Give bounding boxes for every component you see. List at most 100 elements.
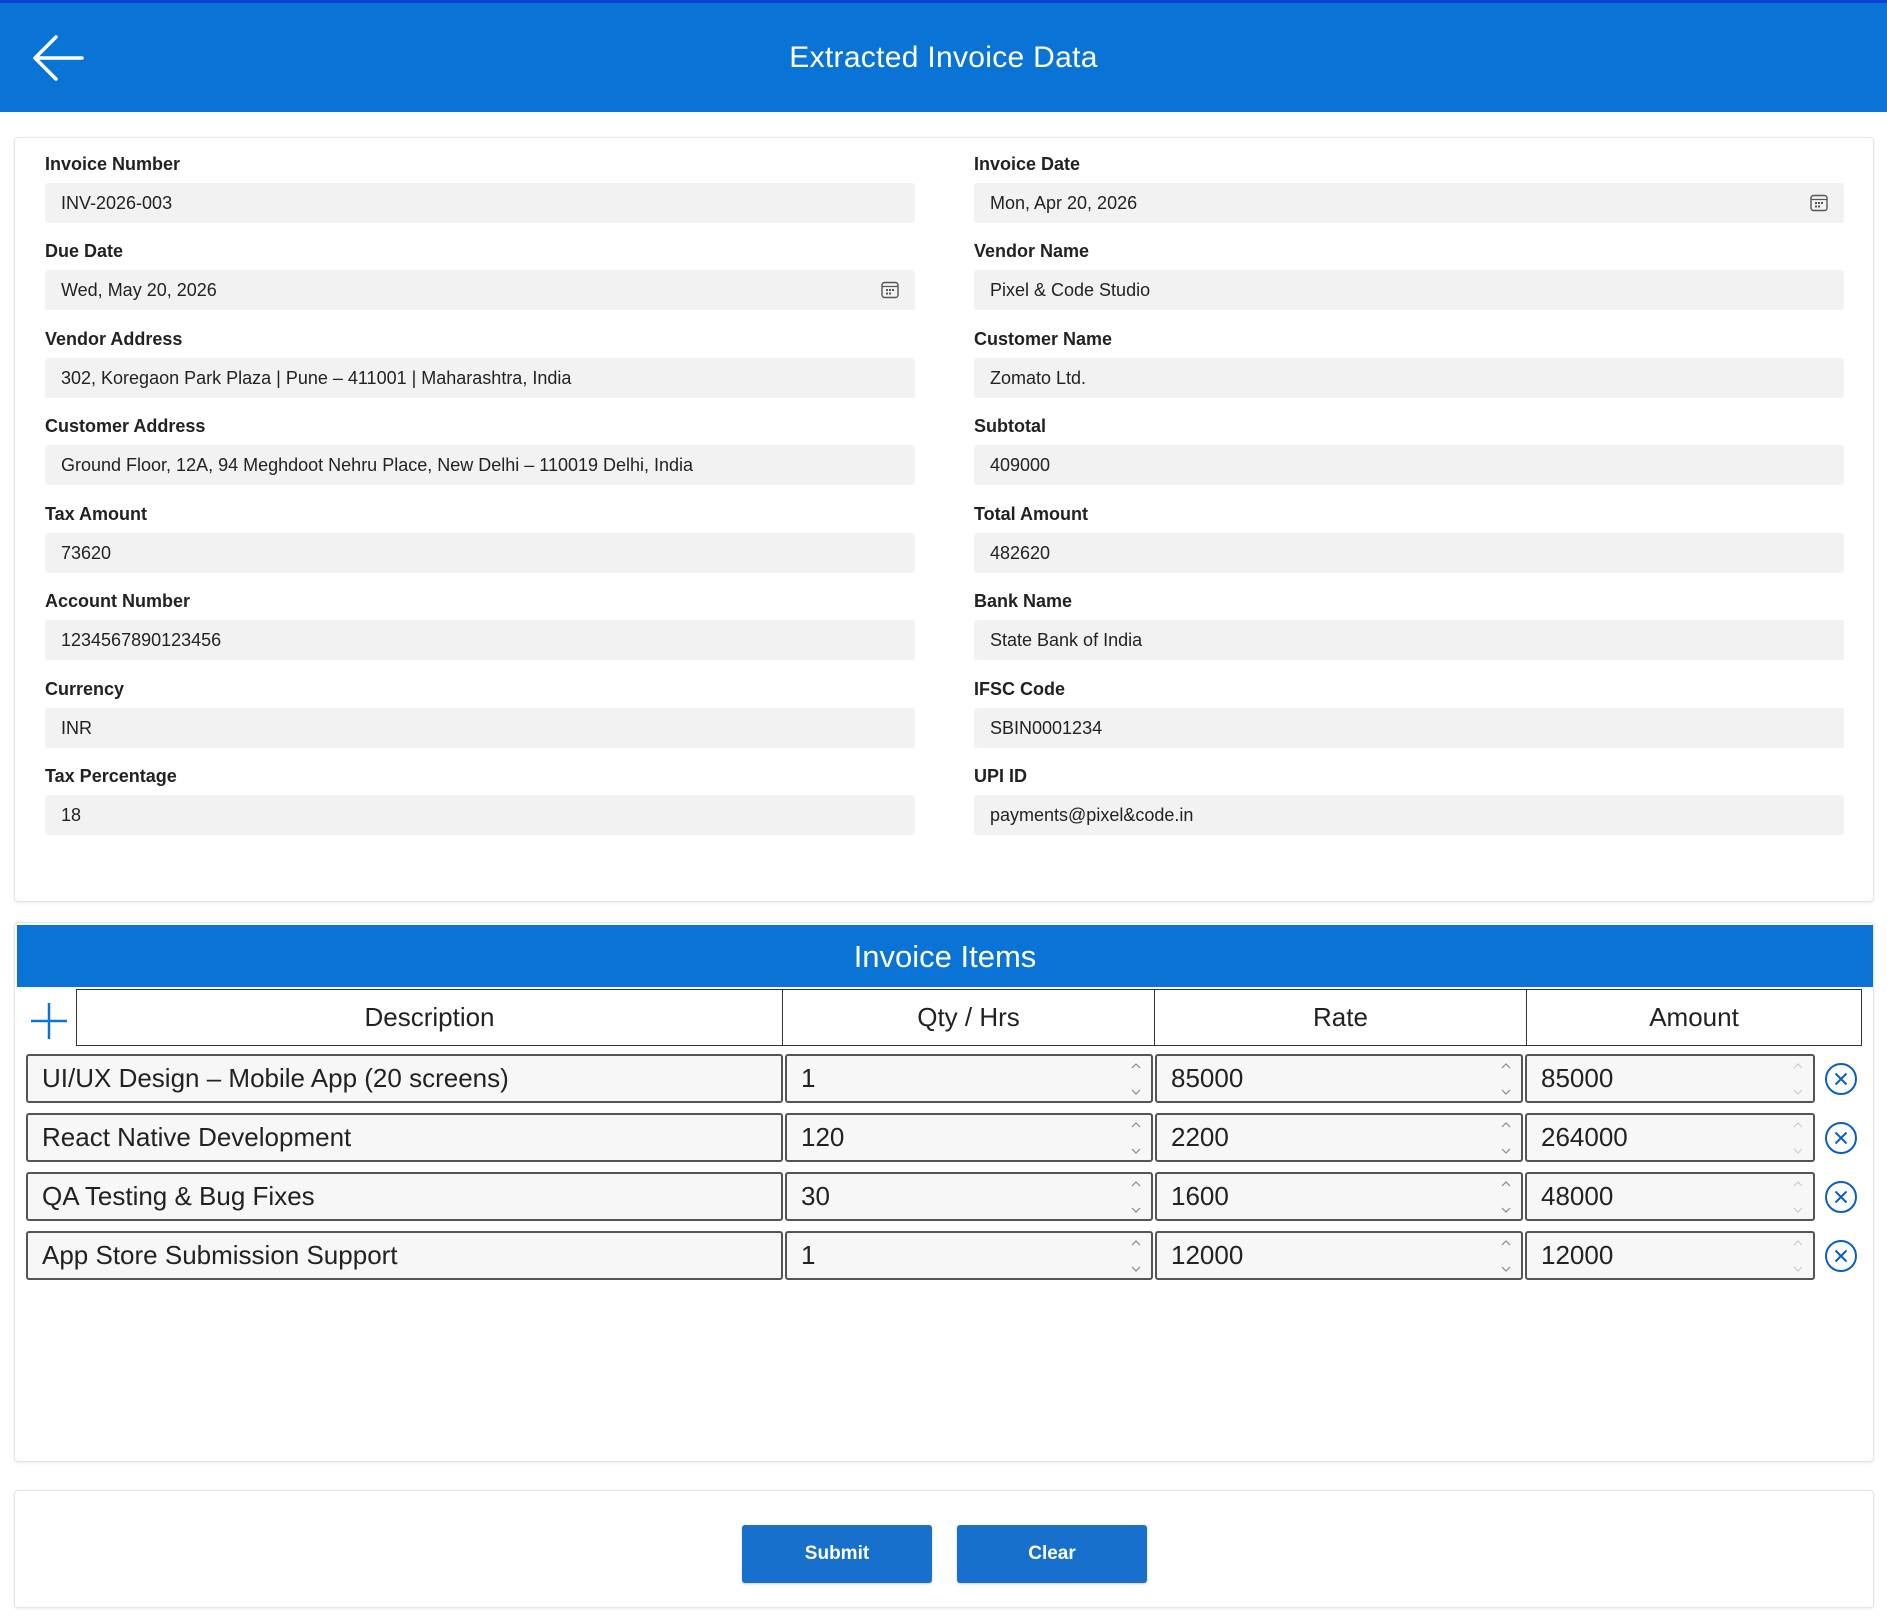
due-date-field: [45, 270, 915, 310]
customer-name-label: Customer Name: [974, 329, 1113, 349]
tax-amount-input[interactable]: [45, 533, 915, 573]
item-rate-input[interactable]: [1157, 1056, 1521, 1101]
item-rate-input[interactable]: [1157, 1174, 1521, 1219]
total-amount-input[interactable]: [974, 533, 1844, 573]
bank-name-field: [974, 620, 1844, 660]
item-amount-cell: [1525, 1231, 1815, 1280]
vendor-address-label: Vendor Address: [45, 329, 183, 349]
subtotal-field: [974, 445, 1844, 485]
item-amount-cell: [1525, 1172, 1815, 1221]
remove-item-button[interactable]: [1824, 1239, 1858, 1273]
close-circle-icon: [1825, 1063, 1857, 1095]
bank-name-input[interactable]: [974, 620, 1844, 660]
item-description-cell: [26, 1231, 783, 1280]
due-date-input[interactable]: [45, 270, 915, 310]
invoice-items-title: Invoice Items: [853, 939, 1037, 974]
calendar-icon[interactable]: [1810, 194, 1828, 212]
upi-id-field: [974, 795, 1844, 835]
item-description-input[interactable]: [28, 1174, 781, 1219]
item-description-input[interactable]: [28, 1115, 781, 1160]
spinner-arrows-icon[interactable]: [1129, 1119, 1143, 1157]
account-number-input[interactable]: [45, 620, 915, 660]
item-qty-input[interactable]: [787, 1115, 1151, 1160]
customer-address-input[interactable]: [45, 445, 915, 485]
invoice-date-input[interactable]: [974, 183, 1844, 223]
remove-item-button[interactable]: [1824, 1180, 1858, 1214]
ifsc-code-input[interactable]: [974, 708, 1844, 748]
bank-name-label: Bank Name: [974, 591, 1073, 611]
remove-item-button[interactable]: [1824, 1121, 1858, 1155]
clear-button[interactable]: Clear: [957, 1525, 1147, 1583]
spinner-arrows-icon[interactable]: [1129, 1060, 1143, 1098]
form-actions-card: Submit Clear: [14, 1490, 1874, 1608]
item-rate-input[interactable]: [1157, 1233, 1521, 1278]
total-amount-field: [974, 533, 1844, 573]
invoice-date-label: Invoice Date: [974, 154, 1081, 174]
add-item-button[interactable]: [29, 1001, 69, 1041]
subtotal-input[interactable]: [974, 445, 1844, 485]
spinner-arrows-icon[interactable]: [1129, 1237, 1143, 1275]
item-description-input[interactable]: [28, 1056, 781, 1101]
vendor-address-input[interactable]: [45, 358, 915, 398]
item-qty-cell: [785, 1054, 1153, 1103]
currency-label: Currency: [45, 679, 125, 699]
spinner-arrows-icon[interactable]: [1499, 1178, 1513, 1216]
back-button[interactable]: [30, 31, 96, 85]
spinner-arrows-icon[interactable]: [1791, 1119, 1805, 1157]
item-description-cell: [26, 1172, 783, 1221]
item-rate-cell: [1155, 1113, 1523, 1162]
arrow-left-icon: [33, 35, 84, 81]
spinner-arrows-icon[interactable]: [1791, 1237, 1805, 1275]
ifsc-code-label: IFSC Code: [974, 679, 1066, 699]
vendor-name-input[interactable]: [974, 270, 1844, 310]
subtotal-label: Subtotal: [974, 416, 1046, 436]
item-amount-input[interactable]: [1527, 1115, 1813, 1160]
due-date-label: Due Date: [45, 241, 124, 261]
item-amount-input[interactable]: [1527, 1056, 1813, 1101]
upi-id-input[interactable]: [974, 795, 1844, 835]
customer-name-field: [974, 358, 1844, 398]
item-qty-input[interactable]: [787, 1233, 1151, 1278]
invoice-number-input[interactable]: [45, 183, 915, 223]
item-rate-cell: [1155, 1054, 1523, 1103]
invoice-items-card: Invoice Items Description Qty / Hrs Rate…: [14, 922, 1874, 1462]
item-description-cell: [26, 1054, 783, 1103]
column-header-qty: Qty / Hrs: [782, 989, 1155, 1046]
item-qty-cell: [785, 1231, 1153, 1280]
item-qty-input[interactable]: [787, 1174, 1151, 1219]
item-amount-input[interactable]: [1527, 1233, 1813, 1278]
app-header: Extracted Invoice Data: [0, 0, 1887, 112]
total-amount-label: Total Amount: [974, 504, 1088, 524]
item-qty-cell: [785, 1172, 1153, 1221]
customer-name-input[interactable]: [974, 358, 1844, 398]
close-circle-icon: [1825, 1181, 1857, 1213]
item-description-input[interactable]: [28, 1233, 781, 1278]
spinner-arrows-icon[interactable]: [1791, 1060, 1805, 1098]
item-description-cell: [26, 1113, 783, 1162]
page-title: Extracted Invoice Data: [789, 41, 1098, 74]
close-circle-icon: [1825, 1240, 1857, 1272]
spinner-arrows-icon[interactable]: [1129, 1178, 1143, 1216]
item-amount-cell: [1525, 1113, 1815, 1162]
spinner-arrows-icon[interactable]: [1499, 1237, 1513, 1275]
account-number-label: Account Number: [45, 591, 191, 611]
plus-icon: [31, 1003, 67, 1039]
spinner-arrows-icon[interactable]: [1499, 1060, 1513, 1098]
invoice-date-field: [974, 183, 1844, 223]
item-rate-input[interactable]: [1157, 1115, 1521, 1160]
submit-button[interactable]: Submit: [742, 1525, 932, 1583]
item-qty-input[interactable]: [787, 1056, 1151, 1101]
item-rate-cell: [1155, 1172, 1523, 1221]
remove-item-button[interactable]: [1824, 1062, 1858, 1096]
item-amount-input[interactable]: [1527, 1174, 1813, 1219]
currency-field: [45, 708, 915, 748]
spinner-arrows-icon[interactable]: [1791, 1178, 1805, 1216]
currency-input[interactable]: [45, 708, 915, 748]
calendar-icon[interactable]: [881, 281, 899, 299]
invoice-items-header: Invoice Items: [17, 925, 1873, 987]
spinner-arrows-icon[interactable]: [1499, 1119, 1513, 1157]
upi-id-label: UPI ID: [974, 766, 1028, 786]
invoice-number-field: [45, 183, 915, 223]
column-header-rate: Rate: [1154, 989, 1527, 1046]
tax-percentage-input[interactable]: [45, 795, 915, 835]
